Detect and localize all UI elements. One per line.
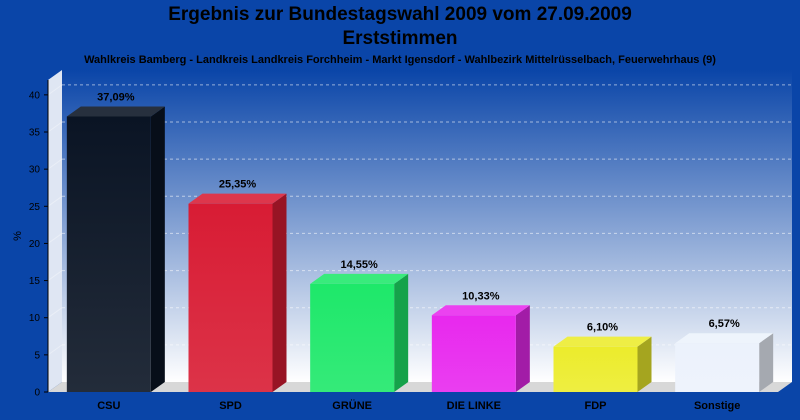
bar-side: [637, 336, 652, 392]
category-label: DIE LINKE: [447, 400, 501, 412]
bar-front: [675, 343, 760, 392]
bar: [188, 193, 287, 392]
y-tick-label: 25: [29, 202, 41, 213]
bar-side: [150, 106, 165, 392]
bar-side: [759, 333, 774, 392]
grid-line: [47, 84, 63, 96]
y-tick-label: 20: [29, 239, 41, 250]
grid-line: [47, 344, 63, 356]
bar-front: [431, 315, 516, 392]
grid-line: [47, 121, 63, 133]
bar-top: [310, 273, 409, 284]
grid-line: [47, 307, 63, 319]
y-tick-label: 30: [29, 165, 41, 176]
side-wall: [48, 70, 62, 392]
chart-subtitle: Erststimmen: [342, 28, 458, 49]
bar: [553, 336, 652, 392]
bar: [310, 273, 409, 392]
y-tick-label: 35: [29, 128, 41, 139]
bar-top: [675, 333, 774, 344]
bar-side: [272, 193, 287, 392]
grid-lines: [47, 84, 792, 356]
category-label: FDP: [585, 400, 607, 412]
y-axis: 0 5 10 15 20 25 30 35 40: [29, 80, 49, 399]
bar-top: [431, 305, 530, 316]
category-label: GRÜNE: [332, 399, 372, 412]
chart-title: Ergebnis zur Bundestagswahl 2009 vom 27.…: [168, 4, 632, 25]
bar: [431, 305, 530, 392]
bar-front: [310, 283, 395, 392]
data-label: 6,10%: [587, 322, 618, 334]
category-label: SPD: [219, 400, 242, 412]
y-tick-label: 15: [29, 276, 41, 287]
bar-front: [188, 203, 273, 392]
bar-top: [66, 106, 165, 117]
data-label: 10,33%: [462, 290, 500, 302]
grid-line: [47, 158, 63, 170]
category-label: Sonstige: [694, 400, 740, 412]
grid-line: [47, 270, 63, 281]
bar-top: [553, 336, 652, 347]
back-wall: [62, 70, 792, 382]
bar-top: [188, 193, 287, 204]
data-label: 6,57%: [709, 318, 740, 330]
bar-front: [66, 116, 151, 392]
labels: 37,09% CSU 25,35% SPD 14,55% GRÜNE 10,33% DIE L…: [97, 91, 740, 412]
y-tick-label: 40: [29, 90, 41, 101]
bar-front: [553, 346, 638, 392]
data-label: 25,35%: [219, 179, 257, 191]
data-label: 14,55%: [341, 259, 379, 271]
y-tick-label: 5: [34, 350, 40, 361]
y-tick-label: 0: [34, 388, 40, 399]
bar: [675, 333, 774, 392]
y-tick-label: 10: [29, 313, 41, 324]
bars: [66, 106, 774, 392]
data-label: 37,09%: [97, 91, 135, 103]
bar: [66, 106, 165, 392]
y-axis-label: %: [12, 231, 24, 241]
grid-line: [47, 233, 63, 244]
chart-caption: Wahlkreis Bamberg - Landkreis Landkreis …: [84, 54, 716, 66]
bar-side: [515, 305, 530, 392]
grid-line: [47, 195, 63, 207]
bar-side: [394, 273, 409, 392]
category-label: CSU: [97, 400, 120, 412]
